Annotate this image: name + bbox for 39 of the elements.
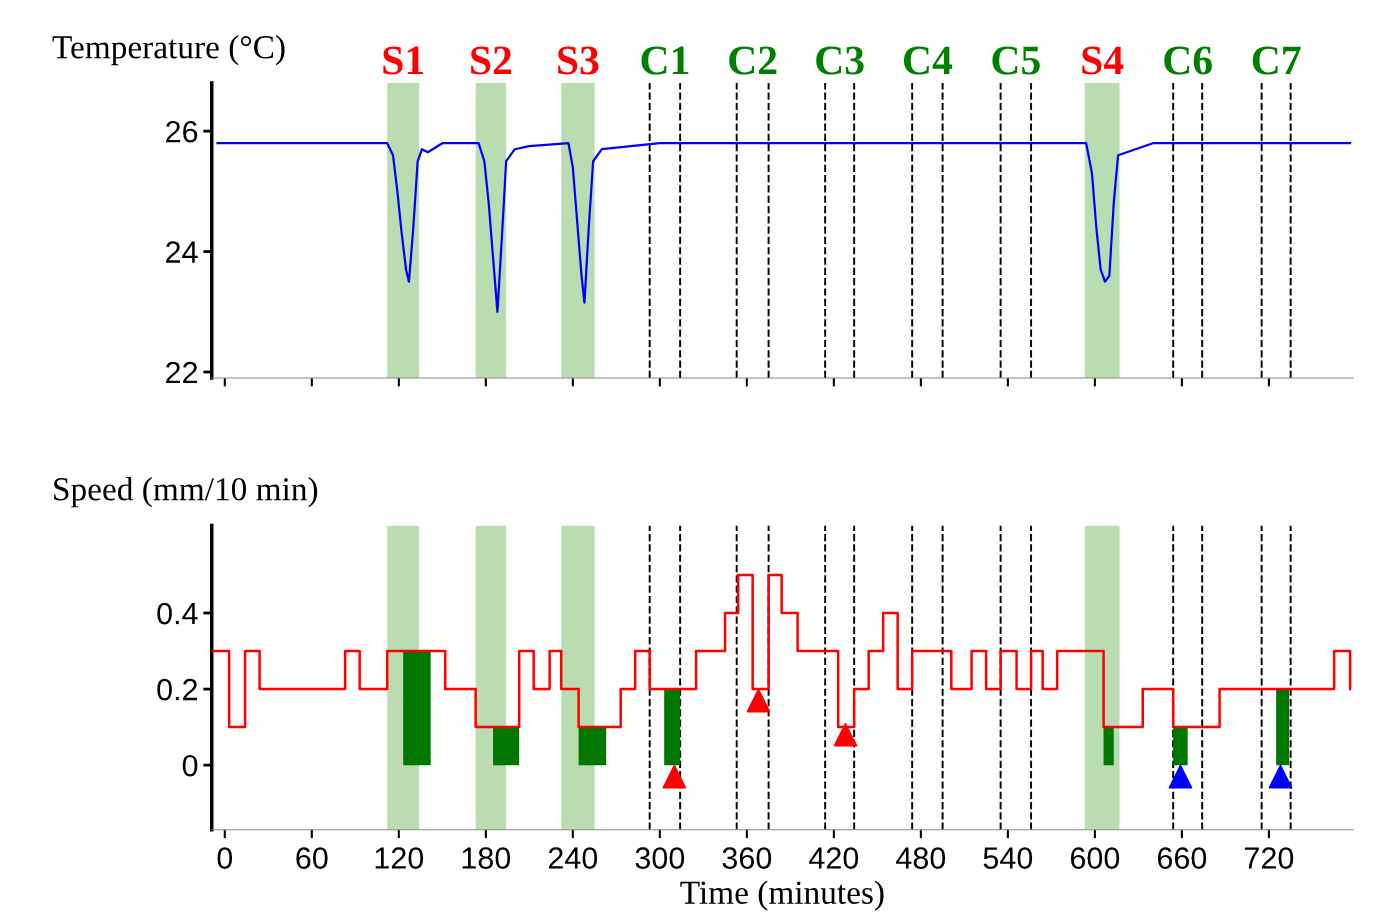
x-tick-label: 600 <box>1070 847 1120 869</box>
ref-line-label: C6 <box>1164 46 1212 75</box>
x-tick-label: 360 <box>722 847 772 869</box>
point <box>1268 764 1293 789</box>
x-tick-label: 420 <box>809 847 859 869</box>
point <box>746 688 771 713</box>
y-tick-label: 0.4 <box>157 602 198 625</box>
x-tick-label: 540 <box>983 847 1033 869</box>
x-axis-title: Time (minutes) <box>680 880 884 911</box>
ref-line-label: C1 <box>641 46 689 75</box>
y-axis-title: Temperature (°C) <box>52 35 285 66</box>
band-label: S2 <box>471 46 512 75</box>
y-tick-label: 22 <box>166 361 198 384</box>
ref-line-label: C5 <box>992 46 1040 75</box>
y-axis-title: Speed (mm/10 min) <box>54 477 318 508</box>
ref-line-label: C4 <box>903 46 953 75</box>
point <box>662 764 687 789</box>
point <box>1168 764 1193 789</box>
y-tick-label: 0.2 <box>157 678 198 701</box>
ref-line-label: C3 <box>816 46 864 75</box>
x-tick-label: 720 <box>1244 847 1294 869</box>
ref-line-label: C2 <box>729 46 777 75</box>
band-label: S1 <box>383 46 424 75</box>
y-tick-label: 24 <box>166 241 198 263</box>
x-tick-label: 120 <box>375 847 424 869</box>
ref-line-label: C7 <box>1252 46 1301 75</box>
x-tick-label: 480 <box>896 847 946 869</box>
line-series <box>216 142 1352 313</box>
band-label: S4 <box>1082 46 1124 75</box>
band-label: S3 <box>558 46 599 75</box>
y-tick-label: 0 <box>182 754 198 777</box>
x-tick-label: 0 <box>217 847 233 869</box>
x-tick-label: 660 <box>1157 847 1207 869</box>
x-tick-label: 180 <box>462 847 511 869</box>
x-tick-label: 60 <box>296 847 328 869</box>
x-tick-label: 300 <box>635 847 685 869</box>
y-tick-label: 26 <box>166 120 198 143</box>
point <box>833 722 858 747</box>
x-tick-label: 240 <box>548 847 598 869</box>
